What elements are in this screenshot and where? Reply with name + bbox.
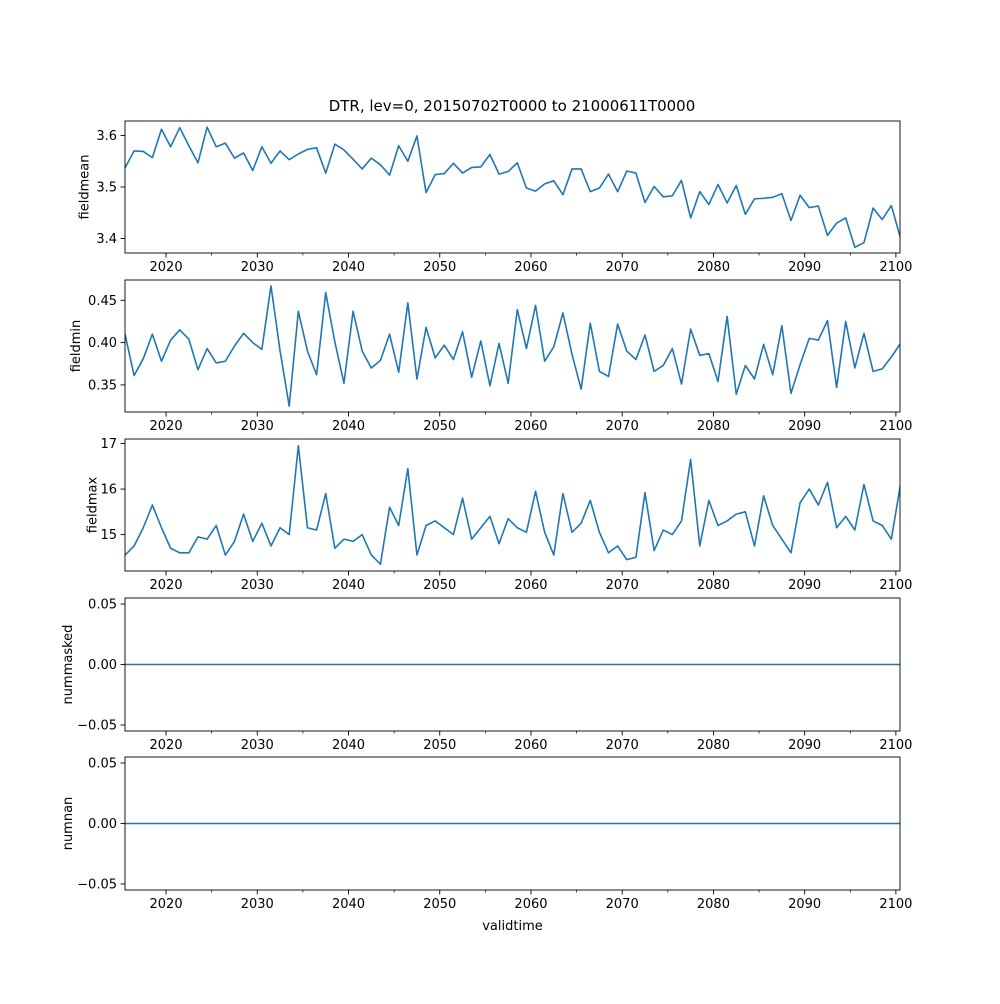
x-tick-label: 2100 xyxy=(879,260,912,275)
x-tick-label: 2100 xyxy=(879,578,912,593)
panel-fieldmax: 2020 2030 2040 2050 2060 2070 2080 2090 2100 15 16… xyxy=(86,437,913,593)
axes-frame xyxy=(124,438,901,572)
x-tick-label: 2020 xyxy=(150,260,183,275)
x-tick-label: 2070 xyxy=(606,419,639,434)
x-tick-label: 2040 xyxy=(332,897,365,912)
y-tick-label: 0.45 xyxy=(88,294,117,309)
x-tick-label: 2020 xyxy=(150,419,183,434)
series-line-fieldmean xyxy=(125,126,900,249)
x-tick-label: 2080 xyxy=(697,738,730,753)
x-tick-label: 2070 xyxy=(606,260,639,275)
series-line-fieldmin xyxy=(125,285,900,407)
y-tick-label: 3.4 xyxy=(96,232,117,247)
y-tick-label: 17 xyxy=(100,437,117,452)
x-tick-label: 2070 xyxy=(606,897,639,912)
y-tick-label: 0.05 xyxy=(88,598,117,613)
x-tick-label: 2030 xyxy=(241,260,274,275)
y-axis-label: fieldmin xyxy=(69,320,84,373)
x-tick-label: 2060 xyxy=(514,578,547,593)
x-tick-label: 2060 xyxy=(514,897,547,912)
panel-nummasked: 2020 2030 2040 2050 2060 2070 2080 2090 2100 −0.0… xyxy=(61,598,912,753)
x-tick-label: 2090 xyxy=(788,260,821,275)
y-tick-label: 3.5 xyxy=(96,181,117,196)
y-axis-label: fieldmax xyxy=(86,477,101,534)
x-tick-label: 2030 xyxy=(241,897,274,912)
axes-frame xyxy=(124,120,901,254)
y-axis-label: fieldmean xyxy=(77,155,92,220)
x-tick-label: 2030 xyxy=(241,738,274,753)
x-tick-label: 2070 xyxy=(606,738,639,753)
y-tick-label: 16 xyxy=(100,483,117,498)
panel-numnan: 2020 2030 2040 2050 2060 2070 2080 2090 2100 −0.0… xyxy=(61,757,912,934)
x-tick-label: 2060 xyxy=(514,260,547,275)
y-axis-label: numnan xyxy=(61,797,76,851)
x-axis-label: validtime xyxy=(482,919,543,934)
x-tick-label: 2050 xyxy=(423,419,456,434)
x-tick-label: 2020 xyxy=(150,738,183,753)
x-tick-label: 2100 xyxy=(879,897,912,912)
x-tick-label: 2090 xyxy=(788,738,821,753)
y-tick-label: 0.00 xyxy=(88,658,117,673)
y-tick-label: 0.05 xyxy=(88,757,117,772)
x-tick-label: 2030 xyxy=(241,578,274,593)
panel-fieldmean: 2020 2030 2040 2050 2060 2070 2080 2090 2100 3.4 3… xyxy=(77,120,912,275)
x-tick-label: 2050 xyxy=(423,897,456,912)
x-tick-label: 2050 xyxy=(423,738,456,753)
y-tick-label: 15 xyxy=(100,528,117,543)
y-tick-label: 3.6 xyxy=(96,129,117,144)
x-tick-label: 2080 xyxy=(697,897,730,912)
y-tick-label: −0.05 xyxy=(77,877,117,892)
axes-frame xyxy=(124,279,901,413)
x-tick-label: 2040 xyxy=(332,260,365,275)
x-tick-label: 2100 xyxy=(879,419,912,434)
panel-fieldmin: 2020 2030 2040 2050 2060 2070 2080 2090 2100 0.35… xyxy=(69,279,912,434)
x-tick-label: 2090 xyxy=(788,897,821,912)
x-tick-label: 2040 xyxy=(332,578,365,593)
x-tick-label: 2080 xyxy=(697,260,730,275)
x-tick-label: 2100 xyxy=(879,738,912,753)
x-tick-label: 2030 xyxy=(241,419,274,434)
x-tick-label: 2070 xyxy=(606,578,639,593)
x-tick-label: 2040 xyxy=(332,419,365,434)
x-tick-label: 2060 xyxy=(514,738,547,753)
x-tick-label: 2080 xyxy=(697,419,730,434)
y-tick-label: 0.00 xyxy=(88,817,117,832)
y-axis-label: nummasked xyxy=(61,625,76,705)
figure-title: DTR, lev=0, 20150702T0000 to 21000611T00… xyxy=(329,97,696,115)
x-tick-label: 2020 xyxy=(150,578,183,593)
x-tick-label: 2040 xyxy=(332,738,365,753)
x-tick-label: 2060 xyxy=(514,419,547,434)
x-tick-label: 2080 xyxy=(697,578,730,593)
y-tick-label: −0.05 xyxy=(77,718,117,733)
x-tick-label: 2090 xyxy=(788,419,821,434)
x-tick-label: 2050 xyxy=(423,260,456,275)
x-tick-label: 2020 xyxy=(150,897,183,912)
x-tick-label: 2090 xyxy=(788,578,821,593)
y-tick-label: 0.40 xyxy=(88,336,117,351)
series-line-fieldmax xyxy=(125,445,900,565)
y-tick-label: 0.35 xyxy=(88,378,117,393)
x-tick-label: 2050 xyxy=(423,578,456,593)
